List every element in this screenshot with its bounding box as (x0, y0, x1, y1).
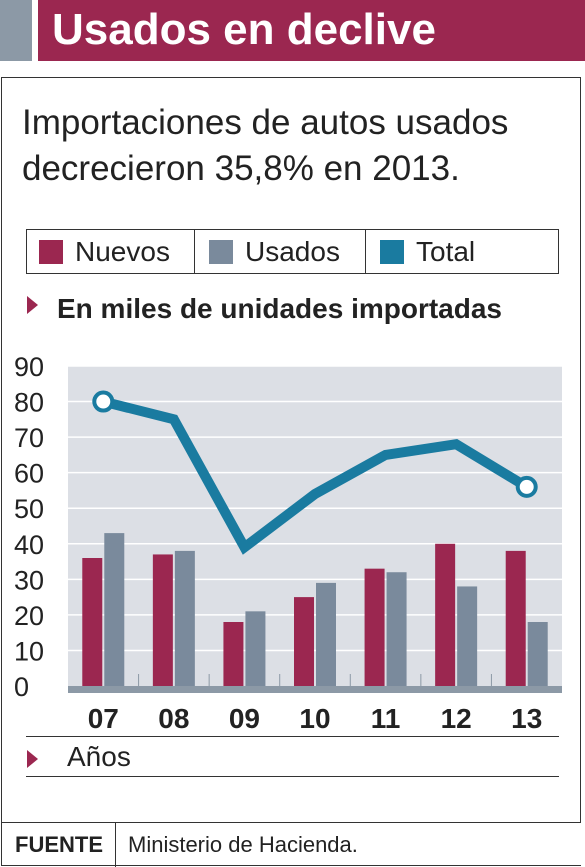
x-tick-label: 11 (371, 703, 401, 734)
source-separator (1, 822, 581, 823)
units-arrow-icon (27, 296, 38, 314)
legend-item-usados: Usados (209, 230, 340, 273)
legend: Nuevos Usados Total (26, 229, 559, 274)
legend-label-usados: Usados (245, 235, 340, 267)
x-tick-label: 10 (299, 703, 330, 734)
legend-divider (365, 230, 366, 273)
frame-right-edge (580, 77, 581, 822)
bar-usados (174, 550, 195, 686)
legend-label-total: Total (416, 235, 476, 267)
bar-nuevos (435, 543, 456, 686)
source-divider (115, 822, 116, 867)
legend-item-total: Total (380, 230, 475, 273)
bar-nuevos (82, 558, 103, 686)
legend-swatch-usados (209, 239, 233, 264)
y-tick-label: 90 (14, 352, 44, 382)
bar-usados (457, 586, 478, 686)
legend-divider (194, 230, 195, 273)
legend-swatch-nuevos (39, 239, 63, 264)
y-tick-label: 0 (14, 672, 29, 702)
xlabel-arrow-icon (27, 750, 38, 768)
line-total-endpoint (515, 475, 538, 498)
y-tick-label: 50 (14, 494, 44, 524)
x-axis-baseline (68, 686, 562, 693)
bar-nuevos (223, 622, 244, 686)
bar-usados (527, 622, 548, 686)
source-label: FUENTE (15, 832, 103, 857)
y-tick-label: 70 (14, 423, 44, 453)
x-tick-label: 09 (229, 703, 260, 734)
bar-usados (104, 533, 125, 686)
legend-item-nuevos: Nuevos (39, 230, 170, 273)
bar-usados (245, 611, 266, 686)
axis-separator (26, 736, 559, 737)
line-total (102, 396, 530, 555)
bar-nuevos (294, 597, 314, 686)
page-title: Usados en declive (52, 5, 436, 54)
header-accent-block (0, 0, 32, 61)
y-tick-label: 20 (14, 601, 44, 631)
y-tick-label: 30 (14, 565, 44, 595)
y-tick-label: 10 (14, 636, 44, 666)
chart: 0 10 20 30 40 50 60 70 80 90 07 08 09 10 11 12 13 (14, 352, 562, 734)
line-total-endpoint (92, 390, 115, 413)
subtitle: Importaciones de autos usados decreciero… (22, 103, 509, 188)
bar-nuevos (364, 568, 385, 686)
x-tick-label: 13 (511, 703, 542, 734)
x-tick-label: 07 (88, 703, 119, 734)
bar-usados (316, 582, 336, 686)
bar-nuevos (152, 554, 173, 686)
xlabel-separator (26, 776, 559, 777)
x-tick-label: 12 (441, 703, 472, 734)
y-tick-label: 40 (14, 530, 44, 560)
plot-background (68, 366, 562, 686)
units-label: En miles de unidades importadas (57, 293, 503, 324)
y-tick-label: 60 (14, 459, 44, 489)
header-bar (38, 0, 585, 61)
legend-swatch-total (380, 239, 404, 264)
source-text: Ministerio de Hacienda. (128, 832, 358, 857)
x-tick-label: 08 (158, 703, 189, 734)
legend-label-nuevos: Nuevos (75, 235, 170, 267)
bar-usados (386, 572, 407, 686)
bar-nuevos (505, 550, 526, 686)
x-axis-label: Años (67, 741, 131, 772)
y-tick-label: 80 (14, 388, 44, 418)
infographic-frame (1, 77, 581, 866)
